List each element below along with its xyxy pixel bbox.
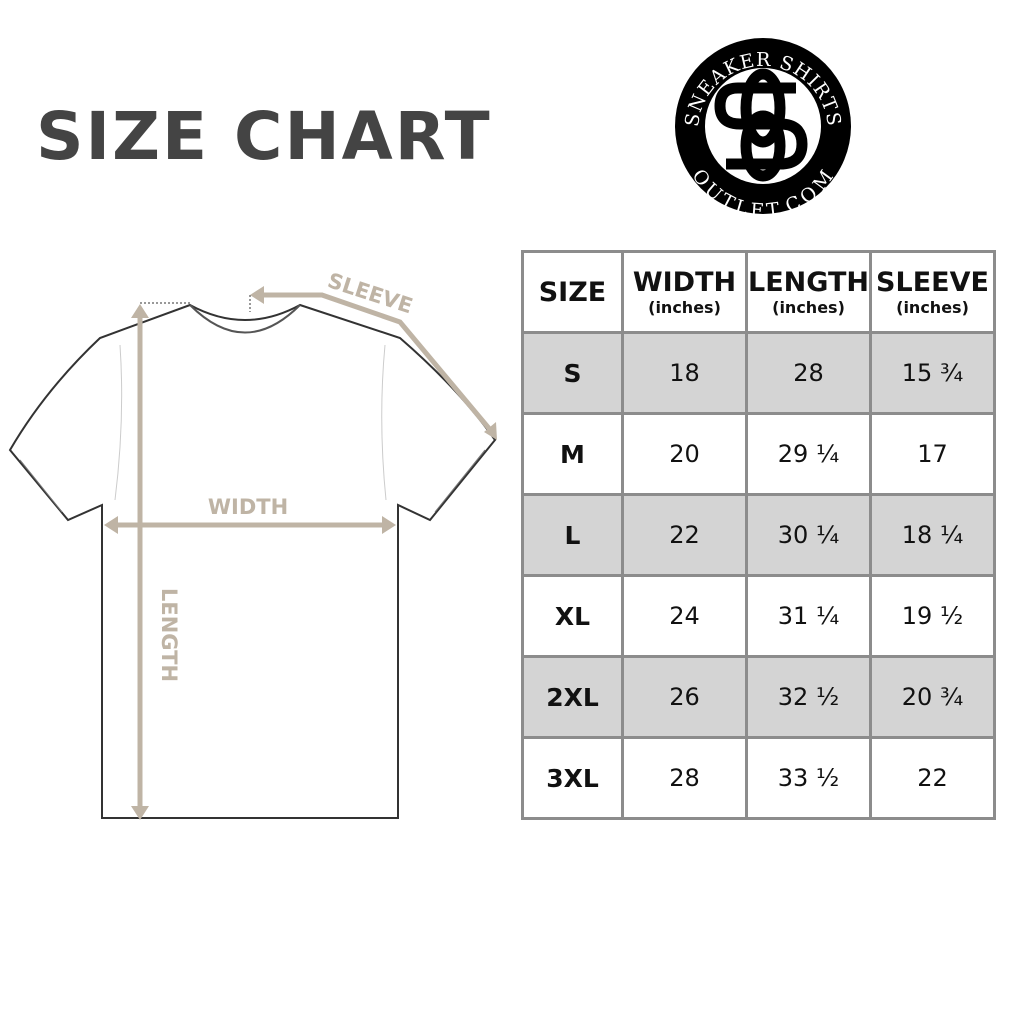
header-sleeve: SLEEVE (inches) (869, 250, 996, 334)
table-row: XL 24 31 ¼ 19 ½ (521, 574, 996, 658)
header-label: SLEEVE (876, 266, 989, 298)
page-title: SIZE CHART (36, 98, 492, 175)
length-label: LENGTH (157, 588, 181, 682)
size-table: SIZE WIDTH (inches) LENGTH (inches) SLEEVE… (521, 250, 996, 820)
header-unit: (inches) (772, 297, 845, 317)
size-cell: S (521, 331, 624, 415)
width-cell: 22 (621, 493, 748, 577)
length-cell: 28 (745, 331, 872, 415)
header-unit: (inches) (648, 297, 721, 317)
sleeve-cell: 22 (869, 736, 996, 820)
shirt-outline (8, 303, 497, 819)
sleeve-cell: 17 (869, 412, 996, 496)
monogram-icon (714, 68, 808, 182)
header-label: SIZE (538, 276, 607, 308)
size-cell: XL (521, 574, 624, 658)
sleeve-cell: 15 ¾ (869, 331, 996, 415)
table-row: 3XL 28 33 ½ 22 (521, 736, 996, 820)
width-label: WIDTH (208, 495, 288, 519)
size-cell: M (521, 412, 624, 496)
sleeve-cell: 20 ¾ (869, 655, 996, 739)
length-cell: 31 ¼ (745, 574, 872, 658)
brand-logo: SNEAKER SHIRTS OUTLET.COM (675, 38, 851, 216)
size-cell: 2XL (521, 655, 624, 739)
width-cell: 20 (621, 412, 748, 496)
header-length: LENGTH (inches) (745, 250, 872, 334)
header-width: WIDTH (inches) (621, 250, 748, 334)
header-label: WIDTH (632, 266, 737, 298)
header-unit: (inches) (896, 297, 969, 317)
width-cell: 28 (621, 736, 748, 820)
header-label: LENGTH (748, 266, 869, 298)
length-cell: 32 ½ (745, 655, 872, 739)
table-row: L 22 30 ¼ 18 ¼ (521, 493, 996, 577)
table-row: S 18 28 15 ¾ (521, 331, 996, 415)
table-header-row: SIZE WIDTH (inches) LENGTH (inches) SLEEVE… (521, 250, 996, 334)
header-size: SIZE (521, 250, 624, 334)
width-cell: 24 (621, 574, 748, 658)
table-row: 2XL 26 32 ½ 20 ¾ (521, 655, 996, 739)
width-cell: 18 (621, 331, 748, 415)
length-cell: 33 ½ (745, 736, 872, 820)
width-cell: 26 (621, 655, 748, 739)
size-cell: 3XL (521, 736, 624, 820)
size-cell: L (521, 493, 624, 577)
tshirt-diagram: WIDTH LENGTH SLEEVE (8, 270, 497, 820)
length-cell: 29 ¼ (745, 412, 872, 496)
table-row: M 20 29 ¼ 17 (521, 412, 996, 496)
sleeve-cell: 19 ½ (869, 574, 996, 658)
sleeve-cell: 18 ¼ (869, 493, 996, 577)
length-cell: 30 ¼ (745, 493, 872, 577)
